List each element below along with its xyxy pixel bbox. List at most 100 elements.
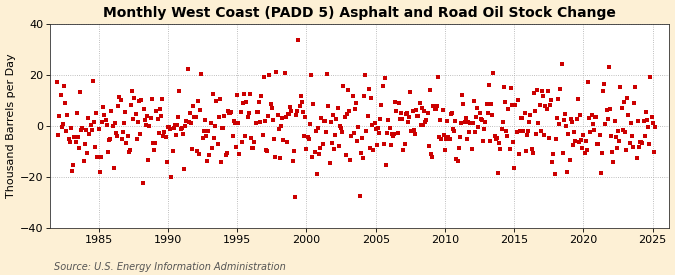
Point [140,118,151,122]
Point [542,89,553,93]
Point [636,139,647,144]
Point [218,126,229,130]
Point [470,115,481,120]
Point [323,104,333,108]
Point [248,145,259,150]
Point [80,128,91,132]
Point [450,119,461,123]
Point [570,138,580,143]
Point [115,98,126,102]
Point [324,161,335,165]
Point [128,117,138,122]
Point [551,116,562,120]
Point [239,92,250,97]
Point [584,116,595,120]
Point [342,111,352,116]
Point [148,141,159,145]
Point [144,124,155,128]
Point [444,136,455,141]
Point [272,112,283,117]
Point [519,111,530,115]
Point [524,120,535,124]
Point [518,129,529,133]
Point [379,142,389,147]
Point [155,114,166,118]
Point [228,119,239,123]
Point [531,132,541,136]
Point [226,110,237,114]
Point [371,127,381,131]
Point [190,115,201,119]
Point [197,136,208,141]
Point [316,116,327,120]
Point [150,140,161,145]
Point [423,144,434,148]
Point [252,110,263,114]
Point [351,101,362,105]
Point [399,142,410,146]
Point [247,145,258,150]
Point [62,112,73,117]
Point [100,118,111,123]
Point [212,142,223,146]
Point [520,149,531,153]
Point [576,138,587,142]
Point [634,140,645,144]
Point [580,139,591,143]
Point [433,75,443,79]
Point [441,137,452,141]
Point [246,136,256,141]
Point [244,91,255,96]
Point [402,120,413,124]
Point [122,134,133,138]
Title: Monthly West Coast (PADD 5) Asphalt and Road Oil Stock Change: Monthly West Coast (PADD 5) Asphalt and … [103,6,616,20]
Point [291,113,302,117]
Point [171,123,182,127]
Point [99,113,110,118]
Point [143,157,154,162]
Point [235,110,246,114]
Point [256,94,267,98]
Point [475,117,486,121]
Point [639,134,650,138]
Point [467,120,478,125]
Point [146,97,157,101]
Point [587,122,598,126]
Point [249,140,260,144]
Point [202,159,213,163]
Point [532,88,543,92]
Point [223,109,234,113]
Point [145,116,156,120]
Point [137,181,148,185]
Point [549,172,560,176]
Point [590,115,601,119]
Point [180,124,190,128]
Point [300,115,310,119]
Point [116,137,127,141]
Point [390,100,401,104]
Point [54,114,65,119]
Point [592,142,603,146]
Point [75,90,86,94]
Point [379,76,390,80]
Point [65,126,76,131]
Point [369,121,380,125]
Point [354,193,365,198]
Point [91,111,102,115]
Point [313,126,323,130]
Point [163,125,173,130]
Point [231,145,242,149]
Point [385,143,396,147]
Point [230,121,240,126]
Point [489,133,500,138]
Point [579,151,590,156]
Point [438,133,449,138]
Point [77,126,88,130]
Point [220,153,231,157]
Point [140,123,151,127]
Point [319,119,330,123]
Point [392,131,403,135]
Point [215,97,225,101]
Point [435,118,446,122]
Point [555,86,566,91]
